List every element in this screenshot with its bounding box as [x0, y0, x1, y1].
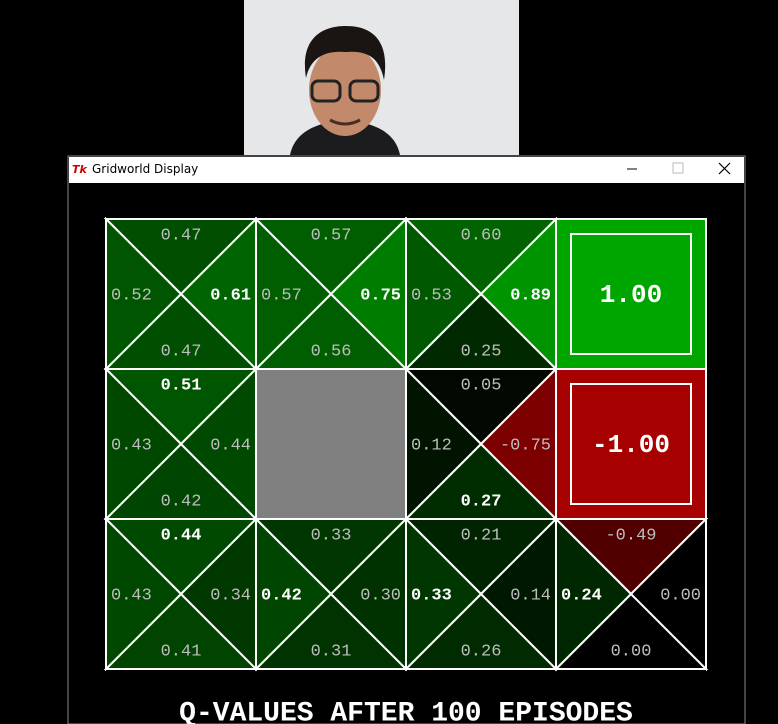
q-value: 0.60	[461, 226, 502, 245]
close-button[interactable]	[718, 162, 731, 175]
terminal-box	[570, 383, 692, 505]
q-value: 0.42	[161, 492, 202, 511]
q-value: 0.44	[210, 436, 251, 455]
q-value: 0.57	[311, 226, 352, 245]
caption: Q-VALUES AFTER 100 EPISODES	[179, 698, 633, 724]
q-value: -0.49	[605, 526, 656, 545]
terminal-value: 1.00	[600, 280, 662, 310]
q-value: 0.12	[411, 436, 452, 455]
q-value: 0.25	[461, 342, 502, 361]
q-value: 0.43	[111, 436, 152, 455]
person-shirt	[290, 120, 400, 155]
q-value: 0.61	[210, 286, 251, 305]
person-hair	[304, 26, 386, 80]
q-value: 0.56	[311, 342, 352, 361]
q-value: -0.75	[500, 436, 551, 455]
terminal-box	[570, 233, 692, 355]
q-value: 0.52	[111, 286, 152, 305]
q-value: 0.41	[161, 642, 202, 661]
cell-border	[555, 518, 707, 670]
title-bar	[69, 157, 744, 183]
q-value: 0.89	[510, 286, 551, 305]
webcam-background	[244, 0, 519, 155]
q-value: 0.14	[510, 586, 551, 605]
q-value: 0.27	[461, 492, 502, 511]
q-value: 0.44	[161, 526, 202, 545]
q-value: 0.43	[111, 586, 152, 605]
glasses-right	[348, 79, 380, 103]
wall-cell	[255, 368, 407, 520]
gridworld: 0.47 0.47 0.52 0.61 0.57 0.56 0.57 0.75 0.60 0.25…	[103, 216, 709, 672]
q-value: 0.26	[461, 642, 502, 661]
q-value: 0.33	[411, 586, 452, 605]
glasses-left	[310, 79, 342, 103]
terminal-cell	[555, 368, 707, 520]
q-value: 0.05	[461, 376, 502, 395]
webcam-feed	[244, 0, 519, 155]
q-value: 0.47	[161, 342, 202, 361]
person-face	[309, 44, 381, 136]
q-value: 0.53	[411, 286, 452, 305]
terminal-value: -1.00	[592, 430, 670, 460]
q-value: 0.51	[161, 376, 202, 395]
terminal-cell	[555, 218, 707, 370]
tk-icon: Tk	[72, 163, 88, 176]
close-stroke	[718, 162, 731, 175]
person-mouth	[329, 118, 361, 126]
q-value: 0.30	[360, 586, 401, 605]
q-value: 0.24	[561, 586, 602, 605]
q-value: 0.47	[161, 226, 202, 245]
window-title: Gridworld Display	[92, 162, 198, 176]
q-value: 0.21	[461, 526, 502, 545]
q-value: 0.57	[261, 286, 302, 305]
q-value: 0.00	[611, 642, 652, 661]
q-value: 0.31	[311, 642, 352, 661]
maximize-button[interactable]	[672, 162, 684, 174]
q-value: 0.34	[210, 586, 251, 605]
q-value: 0.00	[660, 586, 701, 605]
q-value: 0.33	[311, 526, 352, 545]
q-value: 0.75	[360, 286, 401, 305]
q-value: 0.42	[261, 586, 302, 605]
